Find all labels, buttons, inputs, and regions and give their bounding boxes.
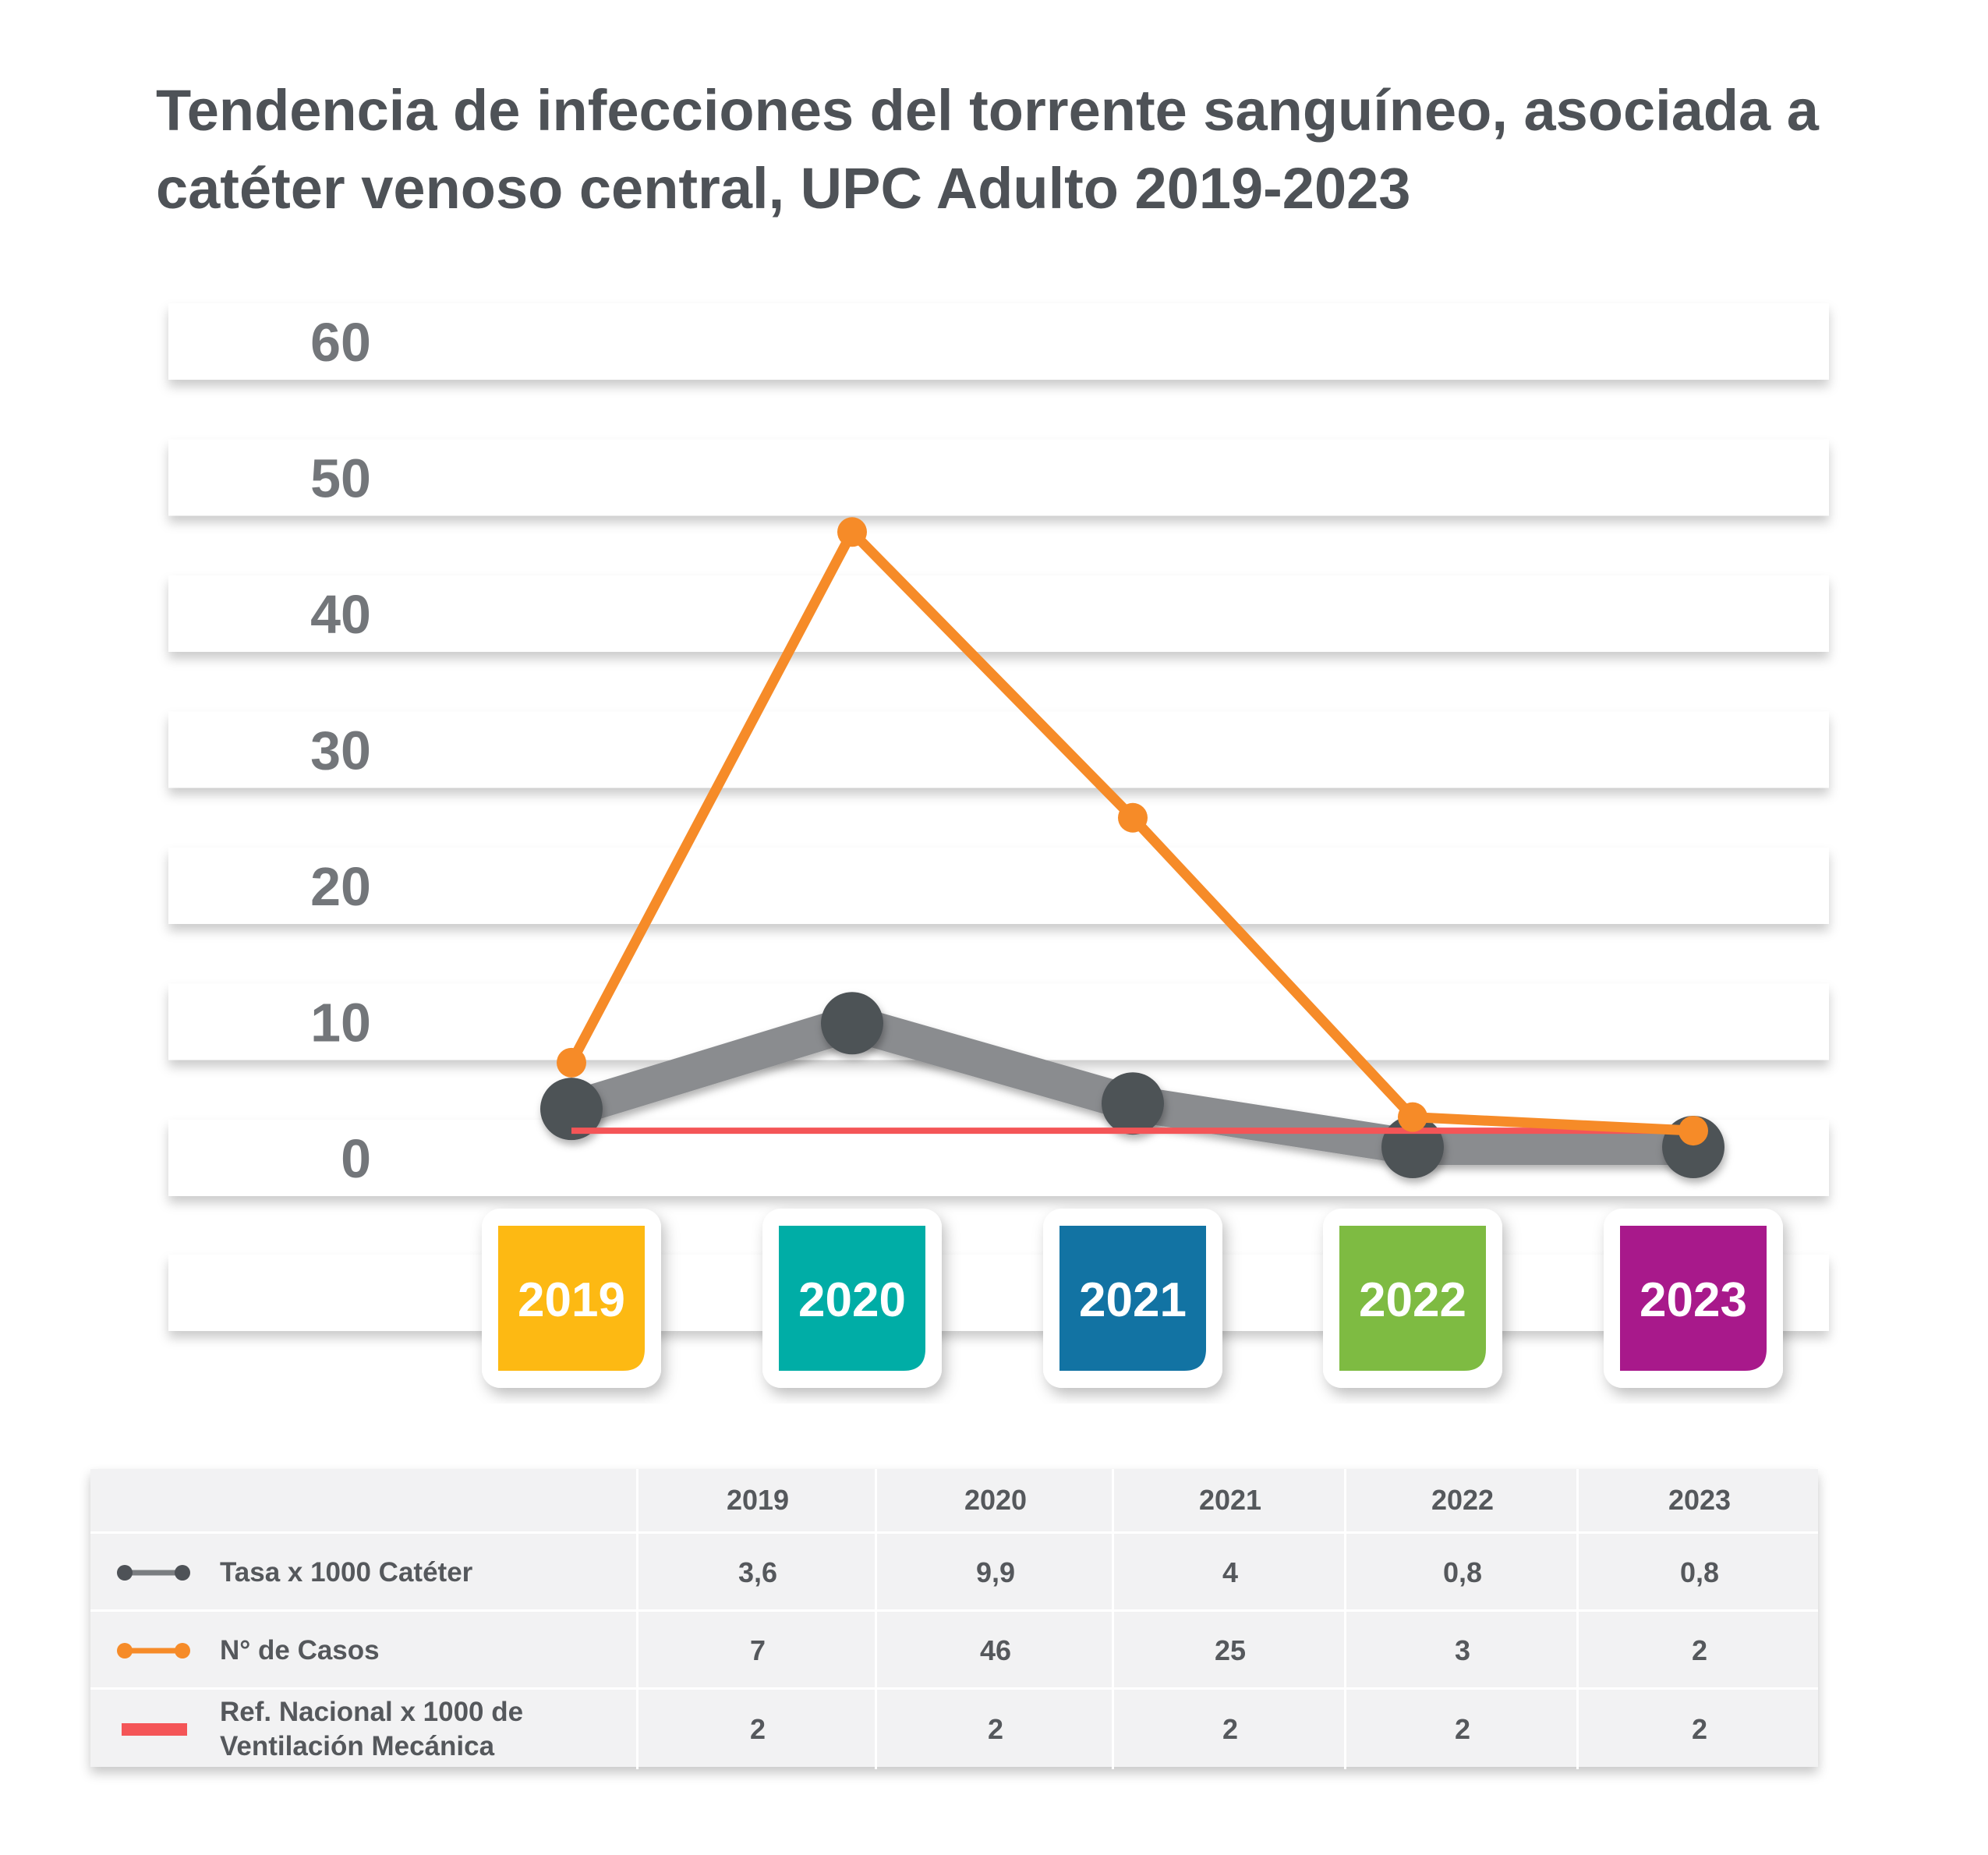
year-tile-label: 2021 <box>1079 1273 1187 1327</box>
table-header-cell: 2020 <box>875 1469 1114 1531</box>
table-cell: 25 <box>1112 1612 1346 1690</box>
table-row: N° de Casos 7 46 25 3 2 <box>90 1609 1818 1690</box>
gridline-band <box>168 439 1829 516</box>
data-point-tasa <box>1102 1072 1164 1135</box>
table-header-cell: 2023 <box>1576 1469 1820 1531</box>
x-tick-label: 2022 <box>1323 1209 1502 1388</box>
orange-line-legend-icon <box>117 1643 190 1659</box>
y-tick-label: 50 <box>310 448 371 509</box>
gridline-band <box>168 303 1829 380</box>
row-label-line: Ventilación Mecánica <box>220 1731 495 1761</box>
table-cell: 0,8 <box>1344 1534 1579 1612</box>
year-tile-fill <box>498 1226 645 1371</box>
chart-title: Tendencia de infecciones del torrente sa… <box>156 78 1819 221</box>
x-tick-label: 2023 <box>1604 1209 1783 1388</box>
series-casos <box>557 517 1708 1146</box>
year-tile-label: 2019 <box>518 1273 625 1327</box>
data-point-casos <box>1398 1102 1427 1132</box>
year-tile-fill <box>1339 1226 1486 1371</box>
axis-band <box>168 1255 1829 1331</box>
y-tick-label: 0 <box>341 1128 371 1189</box>
table-cell: 2 <box>1344 1690 1579 1769</box>
y-tick-label: 30 <box>310 720 371 781</box>
data-table: 2019 2020 2021 2022 2023 Tasa x 1000 Cat… <box>90 1469 1818 1769</box>
gridline-band <box>168 575 1829 652</box>
table-cell: 9,9 <box>875 1534 1114 1612</box>
y-axis-ticks: 60 50 40 30 20 10 0 <box>310 312 371 1189</box>
data-point-tasa <box>540 1078 603 1141</box>
y-tick-label: 20 <box>310 856 371 917</box>
year-tile-label: 2023 <box>1640 1273 1747 1327</box>
table-cell: 46 <box>875 1612 1114 1690</box>
year-tile-fill <box>779 1226 925 1371</box>
table-cell: 2 <box>1576 1612 1820 1690</box>
x-axis-year-tiles: 2019 2020 2021 2022 2023 <box>482 1209 1783 1388</box>
table-cell: 2 <box>875 1690 1114 1769</box>
red-line-legend-icon <box>122 1723 187 1736</box>
table-header-cell: 2021 <box>1112 1469 1346 1531</box>
table-row: Tasa x 1000 Catéter 3,6 9,9 4 0,8 0,8 <box>90 1531 1818 1612</box>
y-tick-label: 10 <box>310 993 371 1053</box>
data-point-tasa <box>821 992 883 1055</box>
row-label-line: Ref. Nacional x 1000 de <box>220 1697 524 1727</box>
line-chart: 60 50 40 30 20 10 0 2019 2020 2021 2022 2023 <box>168 303 1829 1388</box>
table-header-blank <box>90 1469 636 1531</box>
table-cell: 2 <box>636 1690 877 1769</box>
year-tile-fill <box>1620 1226 1767 1371</box>
table-cell: 2 <box>1112 1690 1346 1769</box>
y-tick-label: 60 <box>310 312 371 373</box>
year-tile-fill <box>1059 1226 1206 1371</box>
table-cell: 4 <box>1112 1534 1346 1612</box>
data-point-casos <box>837 517 867 547</box>
y-tick-label: 40 <box>310 584 371 645</box>
dark-line-legend-icon <box>117 1565 190 1581</box>
table-cell: 3 <box>1344 1612 1579 1690</box>
row-label: N° de Casos <box>220 1635 380 1666</box>
row-label: Tasa x 1000 Catéter <box>220 1557 473 1588</box>
table-row: Ref. Nacional x 1000 de Ventilación Mecá… <box>90 1687 1818 1769</box>
gridline-band <box>168 711 1829 788</box>
table-header-row: 2019 2020 2021 2022 2023 <box>90 1469 1818 1531</box>
row-label-cell: Tasa x 1000 Catéter <box>90 1534 636 1612</box>
table-cell: 3,6 <box>636 1534 877 1612</box>
series-lines <box>540 517 1724 1179</box>
table-header-cell: 2022 <box>1344 1469 1579 1531</box>
x-tick-label: 2021 <box>1043 1209 1222 1388</box>
table-cell: 7 <box>636 1612 877 1690</box>
year-tile-label: 2022 <box>1359 1273 1466 1327</box>
row-label-cell: N° de Casos <box>90 1612 636 1690</box>
row-label-cell: Ref. Nacional x 1000 de Ventilación Mecá… <box>90 1690 636 1769</box>
gridlines <box>168 303 1829 1331</box>
gridline-band <box>168 848 1829 924</box>
data-point-casos <box>1118 802 1148 833</box>
table-cell: 0,8 <box>1576 1534 1820 1612</box>
year-tile-label: 2020 <box>798 1273 906 1327</box>
table-cell: 2 <box>1576 1690 1820 1769</box>
table-header-cell: 2019 <box>636 1469 877 1531</box>
x-tick-label: 2019 <box>482 1209 661 1388</box>
data-point-casos <box>1678 1116 1708 1146</box>
x-tick-label: 2020 <box>762 1209 942 1388</box>
data-point-casos <box>557 1047 586 1078</box>
row-label: Ref. Nacional x 1000 de Ventilación Mecá… <box>220 1695 523 1764</box>
